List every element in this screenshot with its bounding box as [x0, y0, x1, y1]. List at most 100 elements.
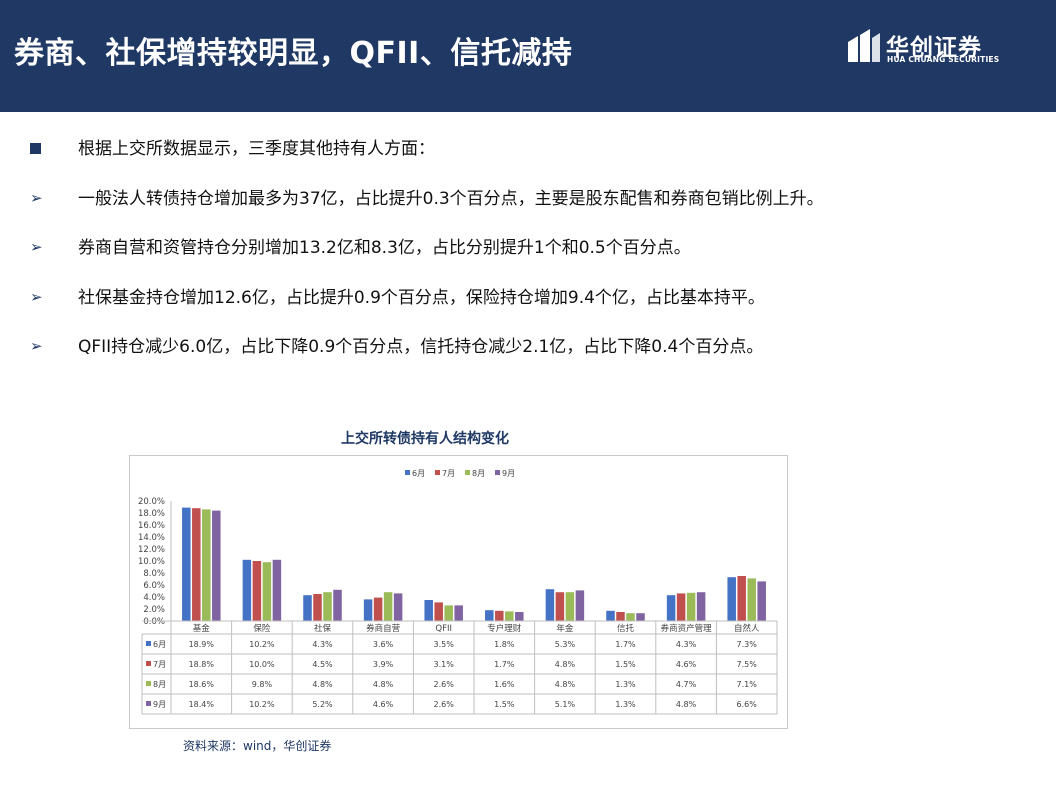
data-label: 3.6%	[373, 640, 394, 649]
data-label: 1.8%	[494, 640, 515, 649]
legend-swatch-3	[495, 470, 500, 475]
header-bar: 券商、社保增持较明显，QFII、信托减持 华创证券 HUA CHUANG SEC…	[0, 0, 1056, 112]
chart-panel: 6月 7月 8月 9月 0.0% 2.0% 4.0% 6.0% 8.0% 10.0% 12.0% 14…	[129, 455, 788, 729]
legend-label-1: 7月	[442, 469, 455, 478]
data-label: 1.6%	[494, 680, 515, 689]
table-series-label: 6月	[153, 640, 166, 649]
data-label: 1.3%	[615, 680, 636, 689]
bar-8月-社保	[323, 592, 332, 621]
data-label: 4.8%	[555, 680, 576, 689]
data-label: 2.6%	[434, 700, 455, 709]
data-label: 1.7%	[615, 640, 636, 649]
bar-9月-基金	[212, 510, 221, 621]
y-tick-label: 6.0%	[143, 581, 165, 591]
data-label: 4.8%	[555, 660, 576, 669]
bar-9月-年金	[575, 590, 585, 621]
data-label: 18.4%	[189, 700, 215, 709]
legend-label-2: 8月	[472, 469, 485, 478]
bar-9月-社保	[333, 589, 342, 621]
data-label: 7.1%	[737, 680, 758, 689]
data-label: 10.2%	[249, 640, 275, 649]
data-label: 1.5%	[494, 700, 515, 709]
y-tick-label: 10.0%	[138, 557, 165, 567]
data-label: 4.8%	[373, 680, 394, 689]
y-tick-label: 2.0%	[143, 605, 165, 615]
x-tick-label: 专户理财	[487, 623, 522, 634]
y-tick-label: 12.0%	[138, 545, 165, 555]
bar-8月-基金	[202, 509, 211, 621]
bar-7月-券商资产管理	[676, 593, 686, 621]
bar-8月-券商资产管理	[686, 592, 696, 621]
bar-9月-券商自营	[393, 593, 403, 621]
data-label: 3.5%	[434, 640, 455, 649]
bar-7月-信托	[616, 612, 625, 621]
data-label: 6.6%	[737, 700, 758, 709]
y-tick-label: 14.0%	[138, 533, 165, 543]
bar-7月-专户理财	[495, 610, 504, 621]
x-tick-label: 信托	[617, 623, 635, 634]
bullet-item: ➢ 一般法人转债持仓增加最多为37亿，占比提升0.3个百分点，主要是股东配售和券…	[30, 186, 1030, 236]
bar-6月-信托	[606, 610, 615, 621]
y-tick-label: 16.0%	[138, 521, 165, 531]
data-label: 2.6%	[434, 680, 455, 689]
data-label: 18.9%	[189, 640, 215, 649]
source-note: 资料来源：wind，华创证券	[183, 739, 332, 753]
table-series-label: 9月	[153, 700, 166, 709]
x-tick-label: QFII	[435, 624, 452, 634]
logo-text-cn: 华创证券	[886, 35, 982, 61]
data-label: 7.3%	[737, 640, 758, 649]
bar-6月-券商资产管理	[666, 595, 676, 621]
bar-8月-自然人	[747, 578, 756, 621]
data-label: 5.1%	[555, 700, 576, 709]
arrow-bullet-icon: ➢	[30, 337, 43, 355]
y-tick-label: 18.0%	[138, 509, 165, 519]
data-label: 4.6%	[373, 700, 394, 709]
bar-chart: 6月 7月 8月 9月 0.0% 2.0% 4.0% 6.0% 8.0% 10.0% 12.0% 14…	[138, 469, 778, 715]
bullet-text: QFII持仓减少6.0亿，占比下降0.9个百分点，信托持仓减少2.1亿，占比下降…	[78, 337, 764, 357]
y-tick-label: 20.0%	[138, 497, 165, 507]
table-legend-swatch-3	[146, 701, 151, 706]
logo-text-en: HUA CHUANG SECURITIES	[887, 55, 1000, 64]
bar-6月-券商自营	[363, 599, 373, 621]
bullet-item: 根据上交所数据显示，三季度其他持有人方面：	[30, 136, 1030, 186]
y-tick-label: 0.0%	[143, 617, 165, 627]
bullet-text: 一般法人转债持仓增加最多为37亿，占比提升0.3个百分点，主要是股东配售和券商包…	[78, 188, 824, 209]
data-label: 1.7%	[494, 660, 515, 669]
x-tick-label: 基金	[193, 623, 211, 634]
bullet-list: 根据上交所数据显示，三季度其他持有人方面： ➢ 一般法人转债持仓增加最多为37亿…	[30, 136, 1030, 384]
data-label: 18.8%	[189, 660, 215, 669]
legend-swatch-0	[405, 470, 410, 475]
bar-6月-基金	[182, 507, 191, 621]
chart-title: 上交所转债持有人结构变化	[341, 431, 509, 447]
bar-7月-基金	[192, 508, 201, 621]
bar-7月-QFII	[434, 602, 443, 621]
data-label: 3.9%	[373, 660, 394, 669]
data-label: 10.2%	[249, 700, 275, 709]
data-label: 4.7%	[676, 680, 697, 689]
bar-7月-自然人	[737, 576, 746, 621]
logo-mark-icon	[848, 29, 880, 62]
arrow-bullet-icon: ➢	[30, 238, 43, 256]
y-tick-label: 8.0%	[143, 569, 165, 579]
data-label: 4.3%	[676, 640, 697, 649]
data-label: 4.3%	[312, 640, 333, 649]
data-label: 4.5%	[312, 660, 333, 669]
table-legend-swatch-2	[146, 681, 151, 686]
bullet-item: ➢ 社保基金持仓增加12.6亿，占比提升0.9个百分点，保险持仓增加9.4个亿，…	[30, 285, 1030, 335]
arrow-bullet-icon: ➢	[30, 287, 43, 306]
bar-6月-社保	[303, 595, 312, 621]
table-series-label: 7月	[153, 660, 166, 669]
bar-7月-保险	[252, 561, 262, 621]
x-tick-label: 社保	[314, 623, 332, 634]
legend-swatch-2	[465, 470, 470, 475]
bar-6月-QFII	[424, 600, 433, 621]
bar-8月-信托	[626, 613, 635, 621]
legend-label-0: 6月	[412, 469, 425, 478]
bar-8月-券商自营	[383, 592, 393, 621]
x-tick-label: 自然人	[734, 623, 760, 634]
table-legend-swatch-1	[146, 661, 151, 666]
bullet-item: ➢ 券商自营和资管持仓分别增加13.2亿和8.3亿，占比分别提升1个和0.5个百…	[30, 235, 1030, 285]
bar-8月-年金	[565, 592, 575, 621]
bullet-text: 社保基金持仓增加12.6亿，占比提升0.9个百分点，保险持仓增加9.4个亿，占比…	[78, 287, 765, 308]
x-tick-label: 年金	[556, 623, 574, 634]
